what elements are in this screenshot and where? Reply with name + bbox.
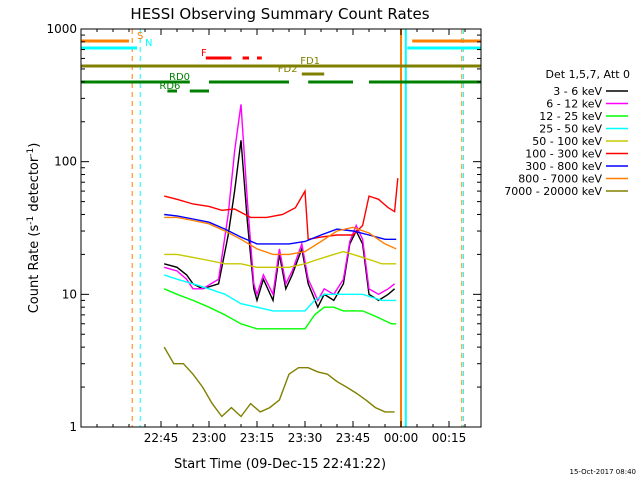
y-axis-label-sup1: -1 [26, 216, 36, 225]
plot-frame [80, 28, 482, 428]
series-lines [163, 104, 399, 418]
legend-label-3-6-kev: 3 - 6 keV [553, 85, 602, 98]
y-axis-label: Count Rate (s-1 detector-1) [26, 143, 42, 314]
flag-fd1-label: FD1 [300, 56, 320, 67]
legend-label-6-12-kev: 6 - 12 keV [546, 98, 602, 111]
flag-s-label: S [137, 31, 143, 42]
series-line-300-800-kev [164, 213, 397, 245]
axes [80, 28, 482, 428]
y-axis-label-main: Count Rate (s [27, 225, 42, 314]
y-tick-label-100: 100 [54, 155, 77, 169]
instrument-state-lines [131, 29, 464, 427]
legend-header: Det 1,5,7, Att 0 [546, 68, 630, 81]
series-line-25-50-kev [163, 274, 397, 312]
x-tick-label-23:45: 23:45 [336, 431, 371, 445]
y-tick-label-10: 10 [62, 287, 77, 301]
tick-labels: 22:45 23:00 23:15 23:30 23:45 00:00 00:15 1 10 10… [46, 22, 466, 445]
timestamp: 15-Oct-2017 08:40 [570, 468, 636, 476]
legend-label-7000-20000-kev: 7000 - 20000 keV [504, 185, 602, 198]
legend-label-50-100-kev: 50 - 100 keV [532, 135, 602, 148]
flag-rd6-label: RD6 [159, 81, 180, 92]
flag-f-label: F [201, 48, 207, 59]
flag-rd0-label: RD0 [169, 72, 190, 83]
y-axis-label-mid: detector [27, 156, 42, 216]
x-axis-label: Start Time (09-Dec-15 22:41:22) [174, 457, 386, 472]
x-tick-label-00:00: 00:00 [384, 431, 419, 445]
series-line-3-6-kev [164, 140, 396, 309]
y-tick-label-1000: 1000 [46, 22, 77, 36]
legend-label-300-800-kev: 300 - 800 keV [525, 160, 602, 173]
legend-label-800-7000-kev: 800 - 7000 keV [518, 173, 602, 186]
y-axis-label-sup2: -1 [26, 148, 36, 157]
series-line-12-25-kev [163, 288, 397, 330]
legend-label-12-25-kev: 12 - 25 keV [539, 110, 602, 123]
x-tick-label-23:30: 23:30 [288, 431, 323, 445]
x-tick-label-00:15: 00:15 [432, 431, 467, 445]
series-line-7000-20000-kev [163, 346, 395, 418]
series-line-800-7000-kev [164, 216, 397, 256]
y-axis-label-end: ) [27, 143, 42, 148]
x-tick-label-22:45: 22:45 [144, 431, 179, 445]
series-line-100-300-kev [164, 178, 399, 241]
series-line-6-12-kev [164, 104, 396, 302]
flag-fd2-label: FD2 [278, 64, 298, 75]
x-tick-label-23:15: 23:15 [240, 431, 275, 445]
legend-label-25-50-kev: 25 - 50 keV [539, 123, 602, 136]
x-tick-label-23:00: 23:00 [192, 431, 227, 445]
y-tick-label-1: 1 [69, 420, 77, 434]
chart-title: HESSI Observing Summary Count Rates [130, 5, 429, 23]
series-line-50-100-kev [164, 250, 397, 268]
flag-n-label: N [145, 38, 152, 49]
legend-label-100-300-kev: 100 - 300 keV [525, 148, 602, 161]
